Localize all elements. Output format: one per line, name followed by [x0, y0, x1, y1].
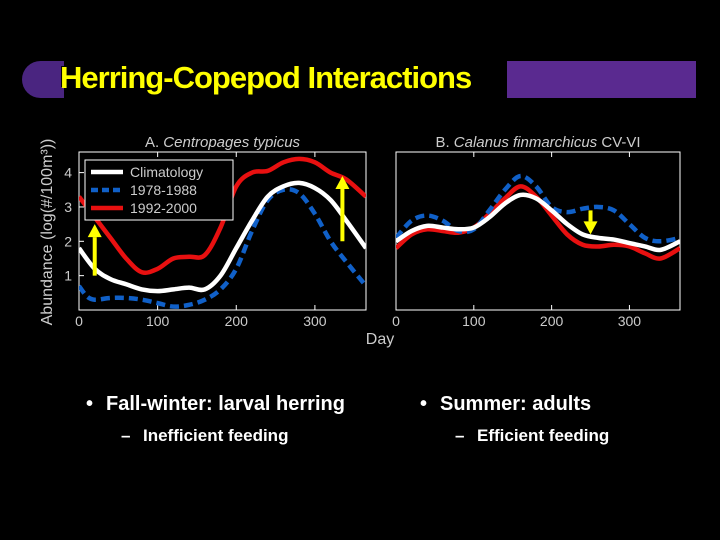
- series-group: [79, 156, 366, 309]
- x-tick-label: 100: [462, 313, 486, 329]
- trend-arrow-head: [335, 176, 350, 190]
- bullet-text: Summer: adults: [440, 393, 592, 415]
- title-bar: [22, 61, 696, 98]
- chart-title-prefix: A.: [145, 134, 163, 151]
- series-group: [396, 173, 680, 261]
- legend-label: Climatology: [130, 164, 203, 180]
- y-tick-label: 3: [64, 199, 72, 215]
- y-axis-label: Abundance (log(#/100m³)): [39, 139, 56, 326]
- y-tick-label: 1: [64, 268, 72, 284]
- title-bar-band: [507, 61, 696, 98]
- series-line-climatology: [396, 192, 680, 253]
- dash-symbol: –: [121, 426, 131, 445]
- x-tick-label: 200: [540, 313, 564, 329]
- y-tick-label: 4: [64, 165, 72, 181]
- sub-bullet-text: Efficient feeding: [477, 426, 610, 445]
- legend-label: 1992-2000: [130, 200, 197, 216]
- sub-bullet-inefficient: – Inefficient feeding: [121, 426, 288, 446]
- trend-arrow-head: [87, 224, 102, 238]
- chart-title: A. Centropages typicus: [145, 134, 301, 151]
- slide-title: Herring-Copepod Interactions: [60, 60, 472, 95]
- x-tick-label: 200: [225, 313, 249, 329]
- chart-title-suffix: CV-VI: [597, 134, 640, 151]
- series-line-1978-1988: [79, 187, 366, 309]
- series-line-climatology: [79, 180, 366, 294]
- chart-title: B. Calanus finmarchicus CV-VI: [435, 134, 640, 151]
- dash-symbol: –: [455, 426, 465, 445]
- bullet-symbol: •: [420, 393, 428, 415]
- chart-title-species: Centropages typicus: [163, 134, 300, 151]
- trend-arrow-head: [583, 221, 598, 235]
- chart-panel-a: A. Centropages typicus 0 100 200 300 1 2 3 4 Clim…: [64, 134, 367, 329]
- bullet-text: Fall-winter: larval herring: [106, 393, 345, 415]
- chart-frame: [395, 151, 681, 311]
- x-tick-label: 300: [303, 313, 327, 329]
- legend-label: 1978-1988: [130, 182, 197, 198]
- series-line-1992-2000: [79, 156, 366, 275]
- chart-title-species: Calanus finmarchicus: [454, 134, 598, 151]
- x-tick-label: 100: [146, 313, 170, 329]
- sub-bullet-text: Inefficient feeding: [143, 426, 289, 445]
- x-tick-label: 0: [392, 313, 400, 329]
- bullet-summer: • Summer: adults: [420, 393, 591, 416]
- y-tick-label: 2: [64, 233, 72, 249]
- series-line-1978-1988: [396, 173, 680, 244]
- x-tick-label: 0: [75, 313, 83, 329]
- chart-panel-b: B. Calanus finmarchicus CV-VI 0 100 200 300: [392, 134, 681, 329]
- chart-frame: [78, 151, 367, 311]
- bullet-symbol: •: [86, 393, 94, 415]
- x-axis-label: Day: [366, 331, 394, 348]
- bullet-fall-winter: • Fall-winter: larval herring: [86, 393, 345, 416]
- x-tick-label: 300: [618, 313, 642, 329]
- sub-bullet-efficient: – Efficient feeding: [455, 426, 609, 446]
- chart-title-prefix: B.: [435, 134, 453, 151]
- title-bar-cap: [22, 61, 64, 98]
